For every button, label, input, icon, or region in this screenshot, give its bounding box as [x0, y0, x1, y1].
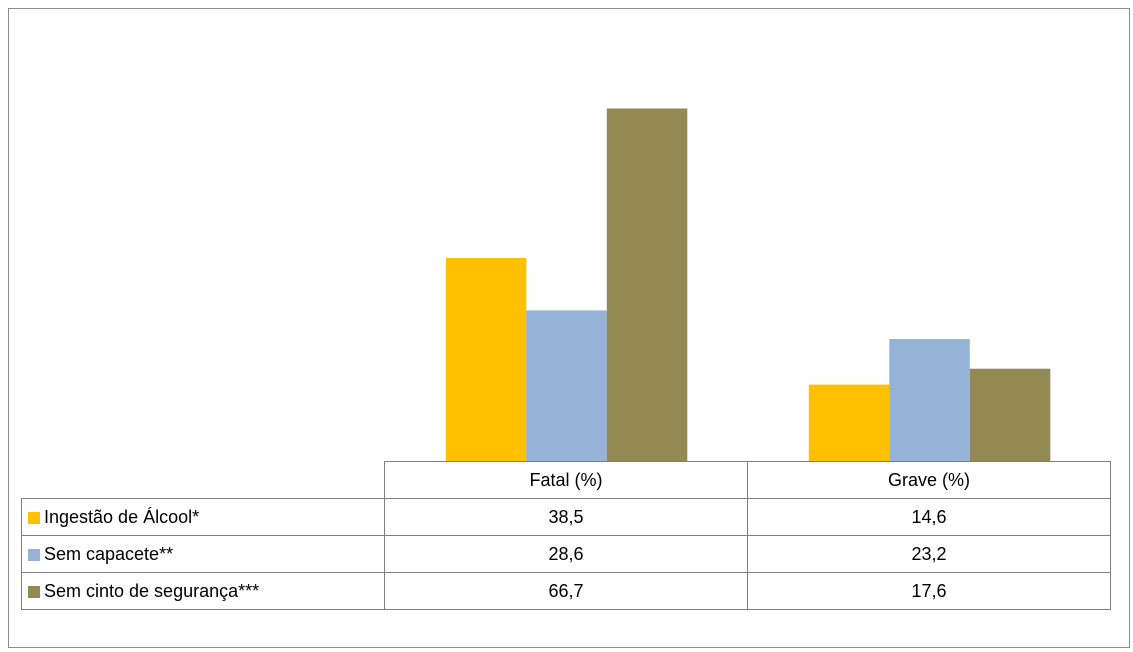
table-row: Sem cinto de segurança*** 66,7 17,6	[21, 572, 1111, 610]
legend-entry: Sem capacete**	[21, 535, 385, 573]
data-label: 28,6	[384, 535, 748, 573]
bar	[889, 339, 970, 462]
legend-entry: Sem cinto de segurança***	[21, 572, 385, 610]
bar	[606, 108, 688, 462]
bar	[445, 258, 527, 462]
data-label: 38,5	[384, 498, 748, 536]
category-label: Fatal (%)	[384, 461, 748, 499]
table-row: Sem capacete** 28,6 23,2	[21, 535, 1111, 573]
data-label: 14,6	[747, 498, 1111, 536]
data-table: Fatal (%) Grave (%) Ingestão de Álcool* …	[21, 461, 1111, 610]
data-label: 66,7	[384, 572, 748, 610]
legend-swatch	[28, 585, 40, 598]
bar	[526, 310, 607, 462]
series-name: Ingestão de Álcool*	[44, 506, 200, 527]
bar	[808, 384, 890, 462]
legend-swatch	[28, 548, 40, 561]
table-row: Ingestão de Álcool* 38,5 14,6	[21, 498, 1111, 536]
bar	[969, 368, 1051, 462]
data-label: 23,2	[747, 535, 1111, 573]
table-corner	[21, 461, 385, 499]
table-header-row: Fatal (%) Grave (%)	[21, 461, 1111, 499]
data-label: 17,6	[747, 572, 1111, 610]
category-label: Grave (%)	[747, 461, 1111, 499]
series-name: Sem cinto de segurança***	[44, 580, 260, 601]
legend-swatch	[28, 511, 40, 524]
series-name: Sem capacete**	[44, 543, 174, 564]
legend-entry: Ingestão de Álcool*	[21, 498, 385, 536]
